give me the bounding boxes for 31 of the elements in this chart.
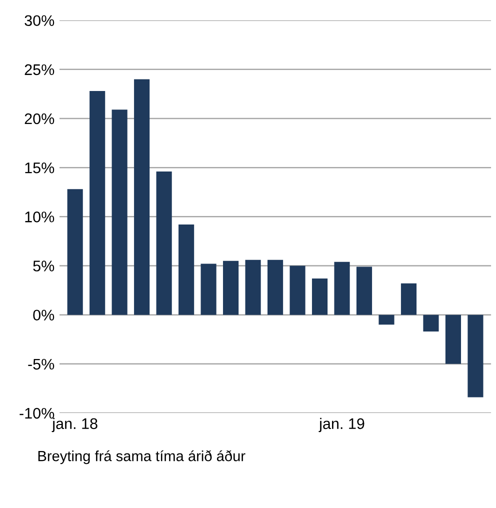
y-tick-label: 0%	[33, 310, 54, 321]
bar	[67, 189, 83, 315]
bar	[445, 314, 462, 364]
y-tick-label: 20%	[24, 113, 54, 124]
bar	[423, 314, 439, 332]
x-tick-label: jan. 19	[318, 418, 364, 432]
bar	[378, 314, 394, 325]
bar	[245, 260, 261, 315]
bar	[90, 91, 106, 315]
bar	[356, 266, 372, 315]
y-tick-label: 10%	[25, 212, 54, 222]
y-tick-label: -10%	[20, 408, 54, 419]
bar	[112, 110, 128, 315]
text: Breyting frá sama tíma árið áður	[38, 450, 246, 464]
bar	[134, 79, 150, 315]
bar	[312, 278, 328, 315]
bar	[334, 262, 350, 315]
bar	[468, 314, 484, 398]
x-tick-label: jan. 18	[52, 418, 98, 432]
bar	[223, 260, 239, 315]
bar	[156, 172, 172, 315]
y-tick-label: 25%	[24, 64, 54, 76]
bar	[178, 224, 194, 315]
bar	[267, 260, 284, 315]
bar	[200, 264, 216, 315]
y-tick-label: -5%	[28, 358, 54, 370]
y-tick-label: 30%	[24, 15, 54, 26]
y-tick-label: 5%	[33, 260, 54, 272]
y-tick-label: 15%	[25, 162, 54, 174]
bar	[400, 283, 417, 315]
bar	[290, 266, 306, 315]
